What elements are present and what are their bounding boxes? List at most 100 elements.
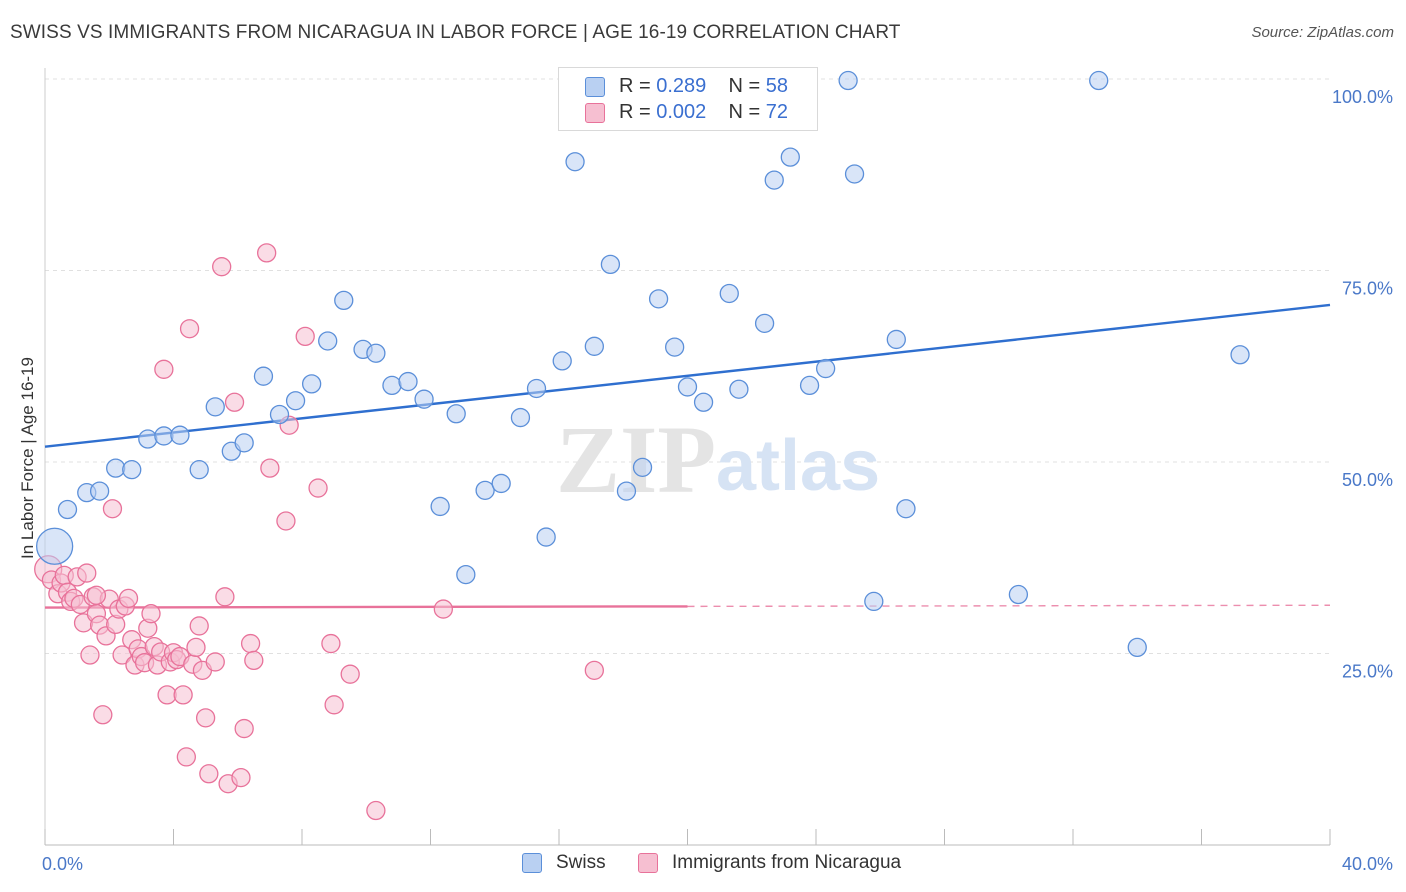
swiss-point	[1089, 70, 1109, 91]
swiss-point	[693, 392, 714, 412]
source-credit: Source: ZipAtlas.com	[1251, 24, 1394, 41]
nicaragua-point	[215, 587, 235, 607]
swiss-trend-line	[44, 303, 1331, 448]
nicaragua-point	[308, 478, 328, 498]
n-label: N =	[728, 101, 761, 123]
legend-label-swiss: Swiss	[556, 852, 606, 873]
nicaragua-point	[260, 458, 280, 478]
swiss-point	[896, 499, 916, 519]
swiss-point	[205, 397, 225, 417]
x-tick-label-min: 0.0%	[42, 854, 83, 874]
swiss-point	[665, 337, 685, 357]
nicaragua-point	[93, 705, 113, 725]
n-label: N =	[728, 75, 761, 97]
swiss-point	[398, 371, 418, 392]
swiss-point	[253, 366, 274, 386]
swiss-swatch	[585, 77, 605, 97]
swiss-point	[600, 254, 621, 275]
nicaragua-point	[295, 326, 315, 347]
gridlines	[45, 78, 1330, 654]
nicaragua-point	[276, 511, 296, 531]
swiss-point	[106, 458, 126, 478]
nicaragua-point	[77, 563, 97, 583]
swiss-point	[318, 331, 338, 351]
swiss-point	[334, 290, 354, 311]
nicaragua-point	[584, 660, 604, 681]
nicaragua-swatch	[638, 853, 658, 873]
nicaragua-point	[118, 588, 139, 608]
swiss-point	[754, 313, 775, 334]
y-tick-label: 50.0%	[1342, 470, 1393, 490]
r-label: R =	[619, 75, 651, 97]
y-axis-title: In Labor Force | Age 16-19	[18, 357, 37, 559]
nicaragua-point	[340, 664, 360, 684]
nicaragua-trend-line	[44, 605, 688, 609]
swiss-point	[456, 564, 476, 585]
series-legend: Swiss Immigrants from Nicaragua	[0, 852, 1406, 878]
nicaragua-point	[433, 599, 454, 619]
swiss-point	[815, 358, 836, 379]
swiss-point	[430, 496, 450, 517]
swiss-point	[780, 147, 800, 167]
x-tick-label-max: 40.0%	[1342, 854, 1393, 874]
y-tick-labels: 25.0% 50.0% 75.0% 100.0%	[1332, 87, 1393, 682]
swiss-point	[154, 426, 174, 446]
chart-title: SWISS VS IMMIGRANTS FROM NICARAGUA IN LA…	[10, 22, 901, 43]
swiss-point	[170, 425, 190, 445]
nicaragua-points	[34, 243, 604, 821]
nicaragua-point	[224, 392, 245, 412]
swiss-point	[414, 389, 434, 409]
swiss-point	[491, 473, 511, 494]
nicaragua-n-value: 72	[765, 101, 789, 123]
swiss-point	[844, 164, 865, 184]
nicaragua-point	[244, 650, 264, 671]
swiss-point	[864, 591, 884, 612]
swiss-point	[729, 379, 749, 399]
swiss-point	[234, 433, 254, 453]
nicaragua-point	[173, 685, 193, 705]
nicaragua-point	[157, 685, 177, 705]
nicaragua-point	[195, 708, 216, 728]
nicaragua-swatch	[585, 103, 605, 123]
svg-text:atlas: atlas	[716, 426, 880, 506]
swiss-point	[648, 289, 669, 309]
swiss-point	[1008, 584, 1029, 605]
swiss-point	[677, 377, 698, 397]
nicaragua-point	[212, 257, 232, 277]
nicaragua-point	[257, 243, 277, 263]
nicaragua-point	[189, 616, 209, 636]
swiss-n-value: 58	[765, 75, 789, 97]
nicaragua-point	[141, 604, 161, 624]
swiss-point	[799, 375, 820, 396]
nicaragua-point	[86, 585, 107, 605]
correlation-legend: R = 0.289 N = 58 R = 0.002 N = 72	[558, 67, 818, 131]
swiss-point	[301, 374, 322, 394]
swiss-points	[35, 70, 1250, 658]
swiss-point	[886, 329, 906, 350]
y-tick-label: 75.0%	[1342, 279, 1393, 299]
nicaragua-point	[102, 499, 123, 519]
swiss-point	[764, 170, 784, 190]
nicaragua-point	[324, 695, 344, 715]
swiss-point	[366, 343, 386, 363]
swiss-point	[536, 527, 556, 547]
nicaragua-r-value: 0.002	[656, 101, 707, 123]
swiss-point	[526, 378, 547, 399]
watermark: ZIP atlas	[556, 406, 880, 513]
swiss-point	[122, 460, 142, 480]
swiss-point	[1230, 345, 1250, 365]
swiss-point	[89, 481, 110, 501]
nicaragua-point	[231, 767, 251, 788]
swiss-point	[475, 480, 495, 500]
swiss-point	[382, 375, 402, 396]
swiss-point	[510, 407, 531, 428]
nicaragua-point	[199, 764, 219, 784]
axes	[44, 68, 1331, 846]
y-tick-label: 100.0%	[1332, 87, 1393, 107]
swiss-point	[584, 336, 604, 356]
swiss-r-value: 0.289	[656, 75, 707, 97]
swiss-point	[57, 499, 78, 520]
swiss-point	[838, 70, 858, 91]
nicaragua-trend-extrapolated	[687, 604, 1331, 608]
